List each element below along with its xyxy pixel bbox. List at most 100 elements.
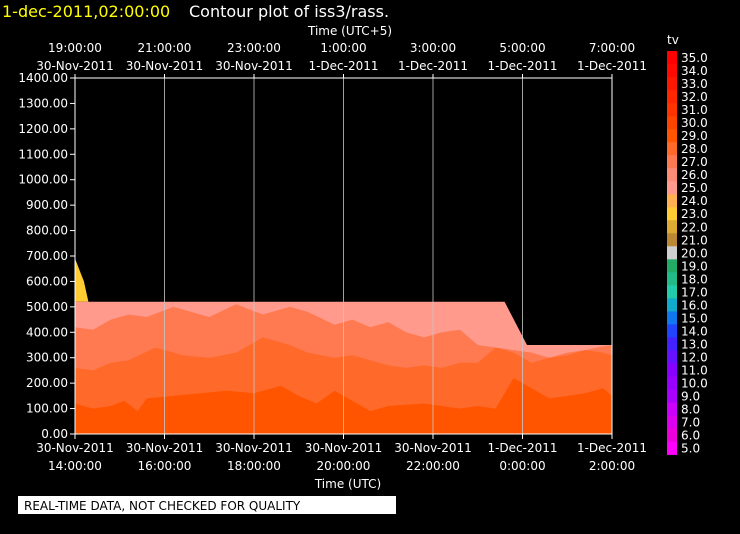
legend-swatch: [667, 90, 677, 104]
y-tick-label: 900.00: [26, 198, 68, 212]
legend-swatch: [667, 298, 677, 312]
bottom-tick-date: 30-Nov-2011: [126, 441, 204, 455]
header-timestamp: 1-dec-2011,02:00:00: [2, 2, 170, 21]
legend-label: 20.0: [681, 246, 708, 260]
legend-label: 10.0: [681, 377, 708, 391]
top-tick-time: 21:00:00: [138, 41, 192, 55]
top-tick-time: 5:00:00: [499, 41, 545, 55]
bottom-tick-time: 20:00:00: [317, 459, 371, 473]
top-tick-time: 23:00:00: [227, 41, 281, 55]
legend-swatch: [667, 428, 677, 442]
legend-label: 5.0: [681, 442, 700, 456]
bottom-tick-time: 14:00:00: [48, 459, 102, 473]
bottom-time-axis: 30-Nov-2011 14:00:00 30-Nov-2011 16:00:00 30…: [36, 434, 647, 473]
bottom-tick-date: 1-Dec-2011: [577, 441, 647, 455]
bottom-tick-date: 1-Dec-2011: [487, 441, 557, 455]
legend-swatch: [667, 207, 677, 221]
legend-label: 11.0: [681, 363, 708, 377]
top-tick-date: 1-Dec-2011: [487, 59, 557, 73]
legend-label: 32.0: [681, 90, 708, 104]
legend-swatch: [667, 168, 677, 182]
legend-label: 24.0: [681, 194, 708, 208]
legend-swatch: [667, 194, 677, 208]
legend-label: 23.0: [681, 207, 708, 221]
legend-label: 8.0: [681, 403, 700, 417]
legend-swatch: [667, 129, 677, 143]
legend-swatch: [667, 103, 677, 117]
y-axis: 0.00 100.00 200.00 300.00 400.00 500.00 600.00…: [18, 71, 75, 441]
legend-swatch: [667, 415, 677, 429]
top-tick-date: 1-Dec-2011: [398, 59, 468, 73]
legend-swatch: [667, 220, 677, 234]
y-tick-label: 100.00: [26, 402, 68, 416]
disclaimer-box: [18, 496, 396, 514]
y-tick-label: 600.00: [26, 274, 68, 288]
legend-label: 22.0: [681, 220, 708, 234]
legend-label: 33.0: [681, 77, 708, 91]
legend-swatch: [667, 285, 677, 299]
legend-label: 6.0: [681, 429, 700, 443]
bottom-tick-date: 30-Nov-2011: [36, 441, 114, 455]
legend-label: 26.0: [681, 168, 708, 182]
legend-swatch: [667, 246, 677, 260]
top-tick-date: 30-Nov-2011: [36, 59, 114, 73]
top-tick-time: 1:00:00: [320, 41, 366, 55]
bottom-tick-time: 0:00:00: [499, 459, 545, 473]
contour-band: [75, 258, 89, 302]
top-time-axis: 19:00:00 30-Nov-2011 21:00:00 30-Nov-2011 23…: [36, 41, 647, 78]
y-tick-label: 700.00: [26, 249, 68, 263]
legend-swatch: [667, 402, 677, 416]
legend-swatch: [667, 441, 677, 455]
legend-swatch: [667, 142, 677, 156]
legend-swatch: [667, 51, 677, 65]
bottom-tick-time: 2:00:00: [589, 459, 635, 473]
legend-label: 34.0: [681, 64, 708, 78]
legend-label: 15.0: [681, 311, 708, 325]
legend-swatch: [667, 376, 677, 390]
legend-swatch: [667, 64, 677, 78]
legend-label: 31.0: [681, 103, 708, 117]
bottom-tick-time: 22:00:00: [406, 459, 460, 473]
disclaimer-text: REAL-TIME DATA, NOT CHECKED FOR QUALITY: [24, 499, 301, 513]
top-tick-date: 1-Dec-2011: [577, 59, 647, 73]
legend-swatch: [667, 389, 677, 403]
legend-swatch: [667, 311, 677, 325]
legend-label: 25.0: [681, 181, 708, 195]
y-tick-label: 500.00: [26, 300, 68, 314]
legend-label: 35.0: [681, 51, 708, 65]
y-tick-label: 800.00: [26, 224, 68, 238]
legend-swatch: [667, 363, 677, 377]
legend-label: 13.0: [681, 337, 708, 351]
y-tick-label: 1200.00: [18, 122, 68, 136]
legend-label: 16.0: [681, 298, 708, 312]
legend-label: 19.0: [681, 259, 708, 273]
legend-title: tv: [667, 33, 679, 47]
legend-label: 28.0: [681, 142, 708, 156]
legend-label: 9.0: [681, 390, 700, 404]
legend-swatch: [667, 155, 677, 169]
top-axis-label: Time (UTC+5): [307, 24, 392, 38]
legend-swatch: [667, 233, 677, 247]
y-tick-label: 1400.00: [18, 71, 68, 85]
y-tick-label: 1300.00: [18, 96, 68, 110]
bottom-tick-time: 18:00:00: [227, 459, 281, 473]
legend-swatch: [667, 272, 677, 286]
legend-swatch: [667, 324, 677, 338]
legend-swatch: [667, 259, 677, 273]
color-legend: 35.034.033.032.031.030.029.028.027.026.0…: [667, 51, 708, 456]
y-tick-label: 400.00: [26, 325, 68, 339]
top-tick-date: 30-Nov-2011: [215, 59, 293, 73]
legend-swatch: [667, 337, 677, 351]
top-tick-time: 19:00:00: [48, 41, 102, 55]
legend-swatch: [667, 350, 677, 364]
y-tick-label: 1000.00: [18, 173, 68, 187]
chart-title: Contour plot of iss3/rass.: [189, 2, 389, 21]
legend-swatch: [667, 116, 677, 130]
legend-label: 17.0: [681, 285, 708, 299]
top-tick-date: 30-Nov-2011: [126, 59, 204, 73]
top-tick-date: 1-Dec-2011: [308, 59, 378, 73]
bottom-tick-time: 16:00:00: [138, 459, 192, 473]
bottom-tick-date: 30-Nov-2011: [305, 441, 383, 455]
legend-label: 7.0: [681, 416, 700, 430]
